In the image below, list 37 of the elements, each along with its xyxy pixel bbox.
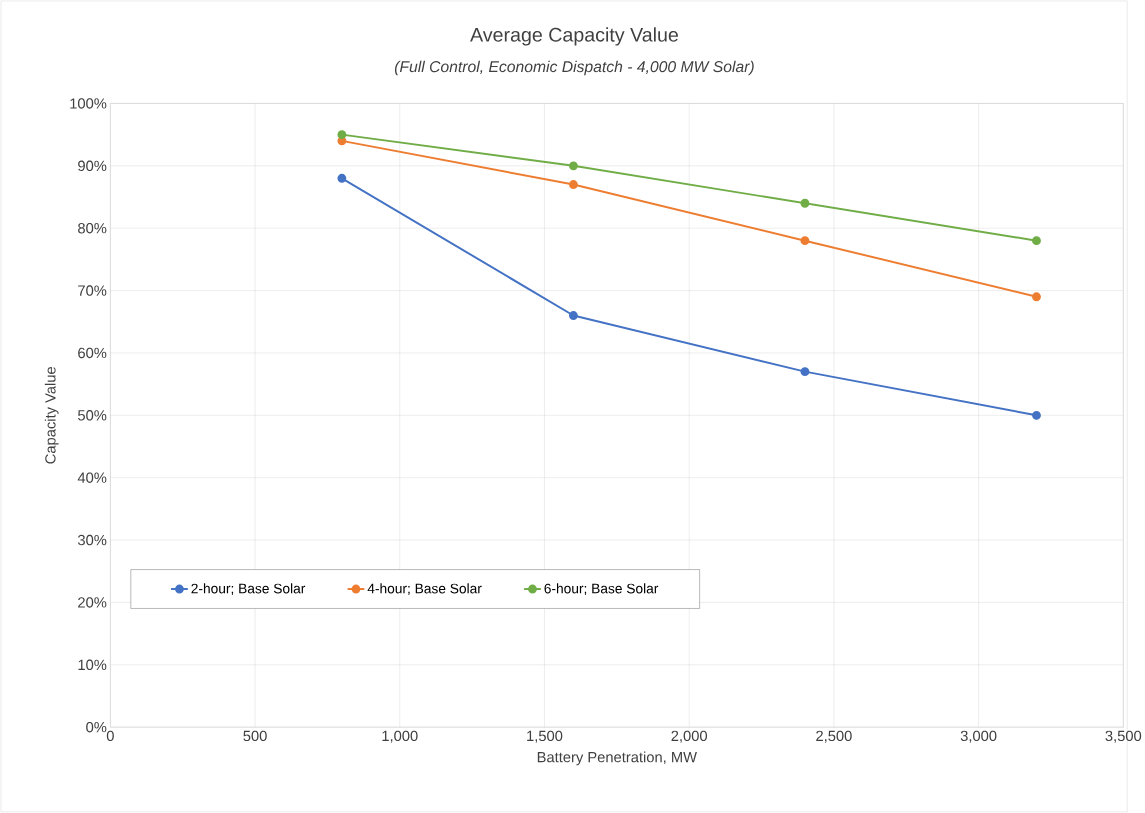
- y-tick-label: 20%: [78, 597, 107, 608]
- legend-label: 4-hour; Base Solar: [367, 583, 482, 596]
- y-tick-label: 90%: [78, 160, 107, 172]
- point: [1032, 292, 1041, 302]
- x-tick-label: 2,000: [671, 730, 708, 743]
- y-tick-label: 30%: [77, 534, 107, 546]
- x-tick-label: 3,500: [1105, 730, 1142, 743]
- y-tick-label: 50%: [78, 410, 107, 421]
- chart-subtitle: (Full Control, Economic Dispatch - 4,000 MW Solar): [394, 60, 754, 76]
- point: [1032, 410, 1041, 420]
- y-tick-label: 60%: [78, 347, 107, 359]
- point: [800, 198, 810, 208]
- point: [337, 173, 347, 183]
- y-tick-label: 0%: [86, 722, 107, 733]
- y-tick-label: 10%: [78, 659, 107, 671]
- x-tick-label: 500: [243, 730, 267, 742]
- point: [568, 180, 578, 190]
- legend-label: 6-hour; Base Solar: [544, 583, 659, 596]
- x-axis-title: Battery Penetration, MW: [537, 751, 697, 766]
- legend-label: 2-hour; Base Solar: [191, 583, 306, 596]
- point: [800, 236, 810, 246]
- point: [800, 367, 810, 377]
- y-tick-label: 70%: [78, 285, 107, 296]
- x-tick-label: 2,500: [816, 730, 852, 743]
- y-tick-label: 100%: [70, 98, 107, 109]
- x-tick-label: 1,500: [527, 730, 563, 743]
- point: [568, 161, 578, 171]
- x-tick-label: 1,000: [382, 730, 418, 743]
- y-tick-label: 40%: [77, 472, 107, 483]
- point: [337, 130, 347, 140]
- point: [1032, 236, 1041, 246]
- x-tick-label: 3,000: [960, 730, 997, 743]
- y-tick-label: 80%: [78, 223, 107, 234]
- y-axis-title: Capacity Value: [44, 367, 59, 464]
- point: [568, 311, 578, 320]
- chart-title: Average Capacity Value: [470, 27, 678, 46]
- x-tick-label: 0: [106, 730, 114, 742]
